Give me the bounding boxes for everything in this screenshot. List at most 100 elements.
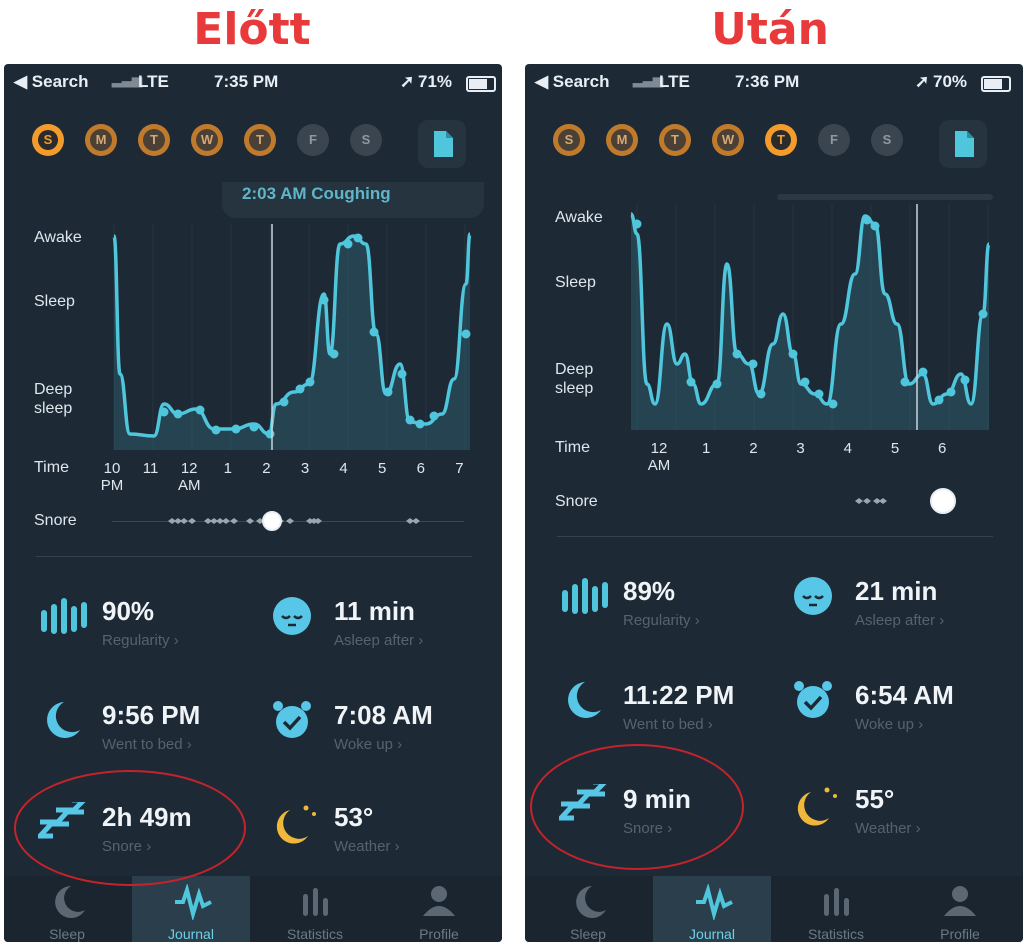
tab-sleep[interactable]: Sleep — [8, 876, 126, 942]
signal-icon: ▂▃▅ — [112, 72, 142, 87]
went-to-bed-link[interactable]: Went to bed › — [623, 716, 713, 733]
cough-marker — [732, 349, 742, 359]
alarm-clock-icon — [273, 701, 311, 738]
regularity-value: 90% — [102, 596, 155, 626]
woke-up-link[interactable]: Woke up › — [855, 716, 924, 733]
sleep-area — [114, 234, 470, 450]
snore-playhead — [930, 488, 956, 514]
snore-event — [406, 518, 414, 524]
regularity-value: 89% — [623, 576, 676, 606]
cough-marker — [231, 424, 241, 434]
sleep-cycle-chart[interactable] — [104, 224, 474, 450]
snore-highlight-circle-after — [530, 744, 744, 870]
went-to-bed-value: 11:22 PM — [623, 680, 735, 710]
back-to-search-link[interactable]: ◀ Search — [14, 72, 89, 91]
journal-wave-icon — [175, 884, 212, 920]
day-f-5[interactable]: F — [297, 124, 329, 156]
asleep-after-value: 21 min — [855, 576, 938, 606]
x-tick: 5 — [890, 440, 900, 457]
asleep-after-link[interactable]: Asleep after › — [855, 612, 945, 629]
snore-event — [863, 498, 871, 504]
snore-row-label: Snore — [34, 512, 77, 529]
regularity-link[interactable]: Regularity › — [623, 612, 700, 629]
weather-link[interactable]: Weather › — [855, 820, 921, 837]
tab-bar: Sleep Journal Statistics Profile — [525, 876, 1023, 942]
tab-profile[interactable]: Profile — [380, 876, 498, 942]
tab-sleep[interactable]: Sleep — [529, 876, 647, 942]
signal-icon: ▂▃▅ — [633, 72, 663, 87]
y-label-deep: Deep — [555, 361, 594, 378]
x-tick: 2 — [262, 460, 271, 477]
moon-icon — [47, 702, 80, 738]
x-tick: 10 PM — [100, 460, 124, 494]
cough-marker — [900, 377, 910, 387]
asleep-after-link[interactable]: Asleep after › — [334, 632, 424, 649]
weather-link[interactable]: Weather › — [334, 838, 400, 855]
day-t-4[interactable]: T — [244, 124, 276, 156]
day-t-2[interactable]: T — [138, 124, 170, 156]
day-w-3[interactable]: W — [191, 124, 223, 156]
report-button[interactable] — [939, 120, 987, 168]
moon-stars-icon — [276, 805, 316, 844]
cough-marker — [405, 415, 415, 425]
back-to-search-link[interactable]: ◀ Search — [535, 72, 610, 91]
snore-timeline[interactable] — [104, 504, 474, 538]
tab-journal[interactable]: Journal — [653, 876, 771, 942]
battery-percent: 71% — [418, 72, 453, 91]
regularity-link[interactable]: Regularity › — [102, 632, 179, 649]
day-m-1[interactable]: M — [85, 124, 117, 156]
tab-statistics[interactable]: Statistics — [777, 876, 895, 942]
clock: 7:36 PM — [735, 72, 800, 91]
cough-marker — [173, 409, 183, 419]
tab-profile[interactable]: Profile — [901, 876, 1019, 942]
cough-marker — [934, 395, 944, 405]
woke-up-link[interactable]: Woke up › — [334, 736, 403, 753]
sleep-cycle-chart[interactable] — [627, 204, 997, 430]
event-tooltip[interactable]: 2:03 AM Coughing — [222, 182, 484, 218]
y-label-awake: Awake — [555, 209, 603, 226]
cough-marker — [870, 221, 880, 231]
day-s-0[interactable]: S — [553, 124, 585, 156]
day-s-6[interactable]: S — [871, 124, 903, 156]
woke-up-value: 6:54 AM — [855, 680, 954, 710]
day-f-5[interactable]: F — [818, 124, 850, 156]
cough-marker — [918, 367, 928, 377]
snore-event — [879, 498, 887, 504]
day-t-2[interactable]: T — [659, 124, 691, 156]
went-to-bed-link[interactable]: Went to bed › — [102, 736, 192, 753]
cough-marker — [195, 405, 205, 415]
tab-journal[interactable]: Journal — [132, 876, 250, 942]
snore-event — [216, 518, 224, 524]
snore-event — [286, 518, 294, 524]
woke-up-value: 7:08 AM — [334, 700, 433, 730]
before-heading: Előtt — [193, 4, 311, 55]
regularity-bars-icon — [562, 578, 608, 614]
x-tick: 3 — [300, 460, 310, 477]
snore-timeline[interactable] — [627, 484, 997, 518]
day-s-6[interactable]: S — [350, 124, 382, 156]
clock: 7:35 PM — [214, 72, 279, 91]
document-icon — [955, 131, 974, 157]
cough-marker — [159, 407, 169, 417]
day-w-3[interactable]: W — [712, 124, 744, 156]
moon-icon — [576, 886, 606, 918]
tab-statistics[interactable]: Statistics — [256, 876, 374, 942]
cough-marker — [279, 397, 289, 407]
y-label-sleep: Sleep — [555, 274, 596, 291]
day-t-4[interactable]: T — [765, 124, 797, 156]
carrier-label: LTE — [138, 72, 169, 91]
cough-marker — [632, 219, 642, 229]
snore-event — [222, 518, 230, 524]
y-label-deep-sleep: sleep — [34, 400, 73, 417]
report-button[interactable] — [418, 120, 466, 168]
day-m-1[interactable]: M — [606, 124, 638, 156]
day-s-0[interactable]: S — [32, 124, 64, 156]
sleep-curve — [629, 212, 991, 406]
cough-marker — [265, 429, 275, 439]
y-label-sleep: Sleep — [34, 293, 75, 310]
cough-marker — [211, 425, 221, 435]
cough-marker — [319, 295, 329, 305]
location-icon: ➚ — [915, 72, 930, 91]
time-axis-label: Time — [34, 459, 69, 476]
snore-event — [873, 498, 881, 504]
